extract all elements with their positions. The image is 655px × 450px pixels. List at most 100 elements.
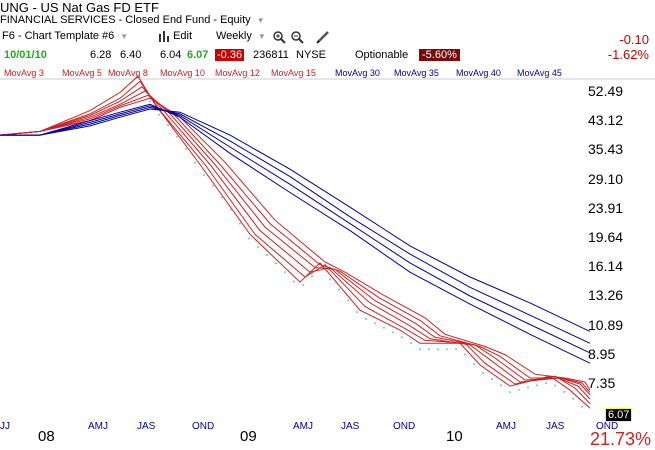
price-dot: [329, 278, 331, 281]
quote-low: 6.04: [160, 49, 182, 61]
price-dot: [428, 348, 430, 351]
x-tick-label: 10: [446, 428, 463, 445]
x-tick-label: AMJ: [496, 421, 516, 432]
price-dot: [545, 382, 547, 385]
legend-movavg-35: MovAvg 35: [394, 68, 439, 78]
y-tick-label: 52.49: [588, 83, 624, 99]
price-dot: [302, 284, 304, 286]
y-tick-label: 10.89: [588, 316, 624, 333]
pencil-icon: [316, 31, 329, 44]
price-dot: [185, 148, 187, 150]
zoom-out-button[interactable]: [290, 30, 304, 47]
price-dot: [437, 348, 439, 351]
series-line-movavg-12: [0, 94, 591, 393]
legend-movavg-10: MovAvg 10: [160, 68, 205, 78]
x-tick-label: AMJ: [293, 421, 313, 432]
legend-movavg-15: MovAvg 15: [271, 68, 316, 78]
legend-movavg-12: MovAvg 12: [215, 68, 260, 78]
quote-date: 10/01/10: [4, 49, 47, 61]
zoom-out-icon: [291, 31, 304, 44]
chevron-down-icon: ▼: [257, 32, 266, 41]
series-line-movavg-15: [0, 97, 591, 391]
price-dot: [572, 397, 574, 400]
price-dot: [293, 280, 295, 283]
y-tick-label: 23.91: [588, 199, 624, 216]
y-tick-label: 35.43: [588, 141, 624, 158]
y-tick-label: 16.14: [588, 258, 624, 275]
x-tick-label: AMJ: [88, 421, 108, 432]
price-dot: [410, 342, 412, 345]
optionable-label: Optionable: [355, 49, 409, 61]
price-dot: [311, 275, 313, 278]
price-dot: [149, 100, 151, 103]
price-dot: [482, 371, 484, 374]
series-line-movavg-45: [0, 103, 591, 364]
y-tick-label: 13.26: [588, 287, 624, 304]
price-dot: [320, 268, 322, 271]
legend-movavg-5: MovAvg 5: [62, 68, 102, 78]
price-dot: [248, 237, 250, 240]
price-dot: [284, 271, 286, 274]
series-line-movavg-5: [0, 80, 591, 404]
price-dot: [554, 384, 556, 387]
x-tick-label: JAS: [546, 421, 565, 432]
price-dot: [446, 348, 448, 351]
price-dot: [536, 384, 538, 387]
price-dot: [500, 384, 502, 387]
price-dot: [221, 196, 223, 199]
quote-pct-change: -5.60%: [419, 49, 460, 61]
net-pct-change: -1.62%: [607, 47, 649, 62]
series-line-movavg-8: [0, 86, 591, 400]
price-dot: [203, 174, 205, 176]
series-line-movavg-10: [0, 90, 591, 395]
y-tick-label: 29.10: [588, 170, 624, 187]
price-dot: [239, 222, 241, 225]
draw-button[interactable]: [316, 30, 330, 47]
price-dot: [401, 336, 403, 339]
period-selector[interactable]: Weekly ▼: [216, 30, 266, 42]
edit-label: Edit: [173, 30, 193, 42]
legend-movavg-45: MovAvg 45: [517, 68, 562, 78]
price-dot: [509, 391, 511, 394]
legend-movavg-40: MovAvg 40: [456, 68, 501, 78]
series-line-movavg-35: [0, 106, 591, 344]
quote-open: 6.28: [90, 49, 112, 61]
y-tick-label: 43.12: [588, 112, 624, 129]
series-line-movavg-3: [0, 75, 591, 409]
total-pct-change: 21.73%: [589, 429, 651, 449]
y-tick-label: 7.35: [588, 375, 616, 391]
chevron-down-icon: ▼: [120, 32, 129, 41]
x-tick-label: OND: [192, 421, 215, 432]
series-line-movavg-30: [0, 108, 591, 332]
quote-high: 6.40: [120, 49, 142, 61]
net-change: -0.10: [619, 32, 649, 47]
price-dot: [338, 288, 340, 291]
category-label: FINANCIAL SERVICES - Closed End Fund - E…: [0, 14, 265, 26]
x-tick-label: OND: [596, 421, 619, 432]
price-dot: [347, 299, 349, 302]
price-dot: [356, 311, 358, 314]
legend-movavg-30: MovAvg 30: [335, 68, 380, 78]
y-tick-label: 19.64: [588, 229, 624, 245]
edit-button[interactable]: Edit: [158, 30, 193, 43]
chevron-down-icon[interactable]: ▼: [256, 16, 265, 25]
x-tick-label: 09: [240, 428, 257, 445]
zoom-in-icon: [273, 31, 286, 44]
price-dot: [365, 318, 367, 320]
quote-change: -0.36: [215, 49, 245, 61]
price-dot: [473, 363, 475, 366]
template-selector[interactable]: F6 - Chart Template #6 ▼: [2, 30, 128, 42]
price-dot: [374, 322, 376, 325]
quote-volume: 236811: [253, 49, 289, 61]
price-dot: [257, 246, 259, 248]
price-dot: [266, 253, 268, 256]
category-text: FINANCIAL SERVICES - Closed End Fund - E…: [0, 14, 251, 26]
x-tick-label: JJ: [0, 421, 10, 432]
price-dot: [455, 348, 457, 351]
x-tick-label: 08: [38, 428, 55, 445]
zoom-in-button[interactable]: [272, 30, 286, 47]
x-tick-label: JAS: [341, 421, 360, 432]
quote-exchange: NYSE: [296, 49, 326, 61]
bar-chart-icon: [159, 31, 169, 43]
